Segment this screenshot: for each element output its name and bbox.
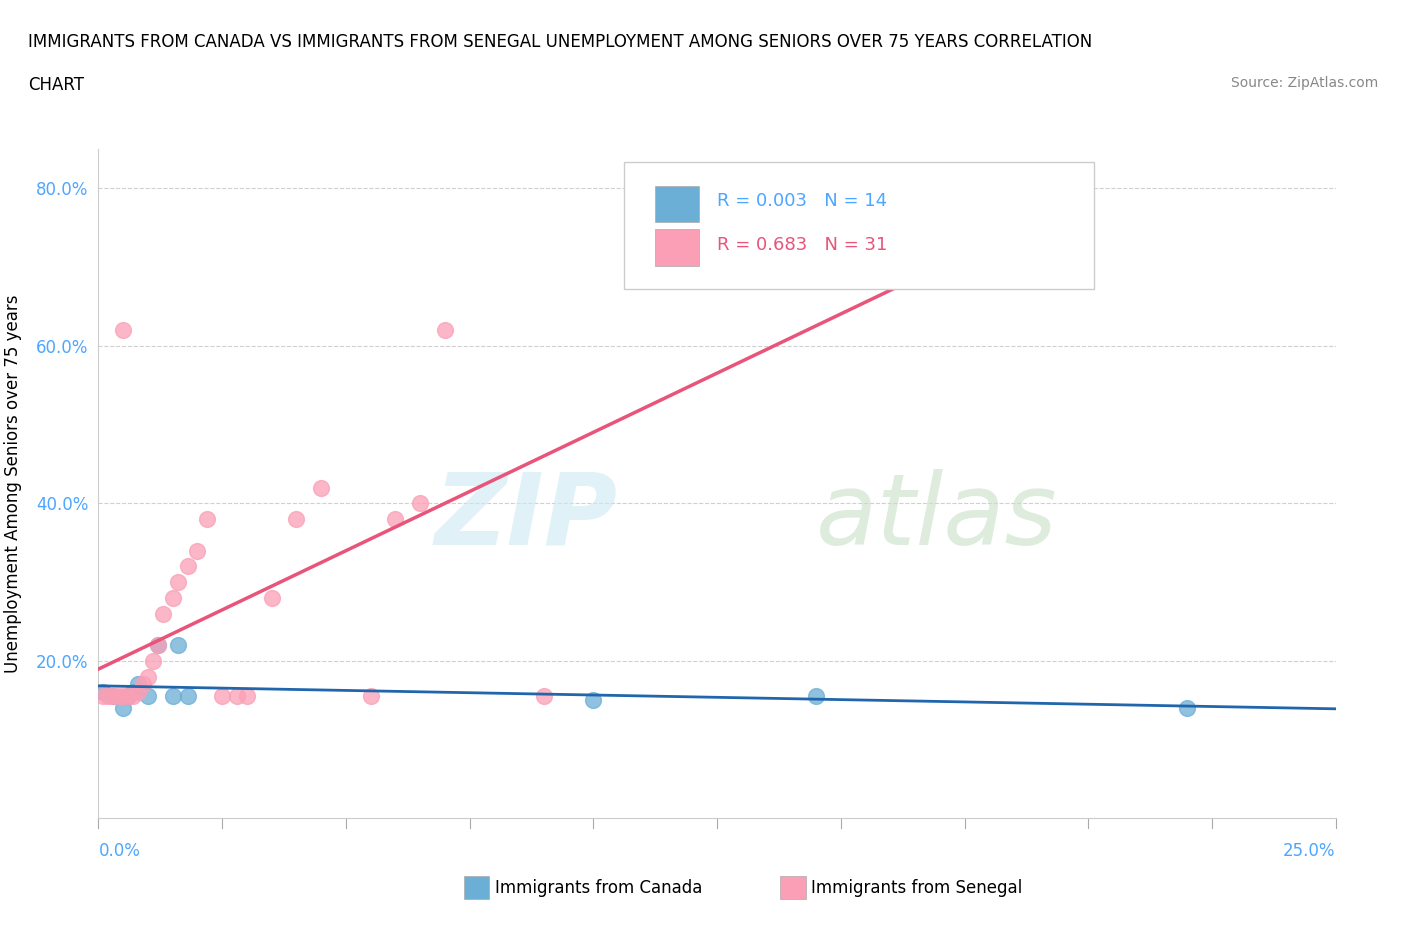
Point [112,700,135,715]
Text: IMMIGRANTS FROM CANADA VS IMMIGRANTS FROM SENEGAL UNEMPLOYMENT AMONG SENIORS OVE: IMMIGRANTS FROM CANADA VS IMMIGRANTS FRO… [28,33,1092,50]
Text: Immigrants from Senegal: Immigrants from Senegal [811,879,1022,897]
Point [533,689,555,704]
Point [93,684,115,699]
Point [132,677,155,692]
Point [162,591,184,605]
Point [146,638,169,653]
Text: R = 0.003   N = 14: R = 0.003 N = 14 [717,192,887,210]
Text: 0.0%: 0.0% [98,842,141,859]
FancyBboxPatch shape [624,162,1094,289]
Point [152,606,174,621]
Text: atlas: atlas [815,469,1057,565]
Text: CHART: CHART [28,76,84,94]
Text: ZIP: ZIP [434,469,619,565]
Point [384,512,406,526]
Y-axis label: Unemployment Among Seniors over 75 years: Unemployment Among Seniors over 75 years [4,295,22,672]
Point [162,689,184,704]
Point [117,689,139,704]
Point [166,575,188,590]
Point [107,689,129,704]
Point [112,323,135,338]
Point [97,689,120,704]
Point [176,689,198,704]
Point [211,689,233,704]
Point [103,689,125,704]
Point [360,689,382,704]
Point [122,684,145,699]
Point [176,559,198,574]
Point [117,689,139,704]
Text: Immigrants from Canada: Immigrants from Canada [495,879,702,897]
Point [127,677,149,692]
Point [142,654,165,669]
Text: Source: ZipAtlas.com: Source: ZipAtlas.com [1230,76,1378,90]
Text: 25.0%: 25.0% [1284,842,1336,859]
Point [127,684,149,699]
Point [112,689,135,704]
Point [103,689,125,704]
Point [804,689,827,704]
Point [879,196,901,211]
Point [146,638,169,653]
Point [260,591,283,605]
Point [409,496,432,511]
Point [285,512,308,526]
Point [582,693,605,708]
FancyBboxPatch shape [655,229,699,266]
Point [122,689,145,704]
Point [195,512,218,526]
Point [166,638,188,653]
Point [136,670,159,684]
Text: R = 0.683   N = 31: R = 0.683 N = 31 [717,235,887,254]
Point [236,689,259,704]
Point [93,689,115,704]
Point [433,323,456,338]
Point [186,543,208,558]
Point [226,689,249,704]
Point [136,689,159,704]
Point [1175,700,1198,715]
FancyBboxPatch shape [655,186,699,222]
Point [309,480,332,495]
